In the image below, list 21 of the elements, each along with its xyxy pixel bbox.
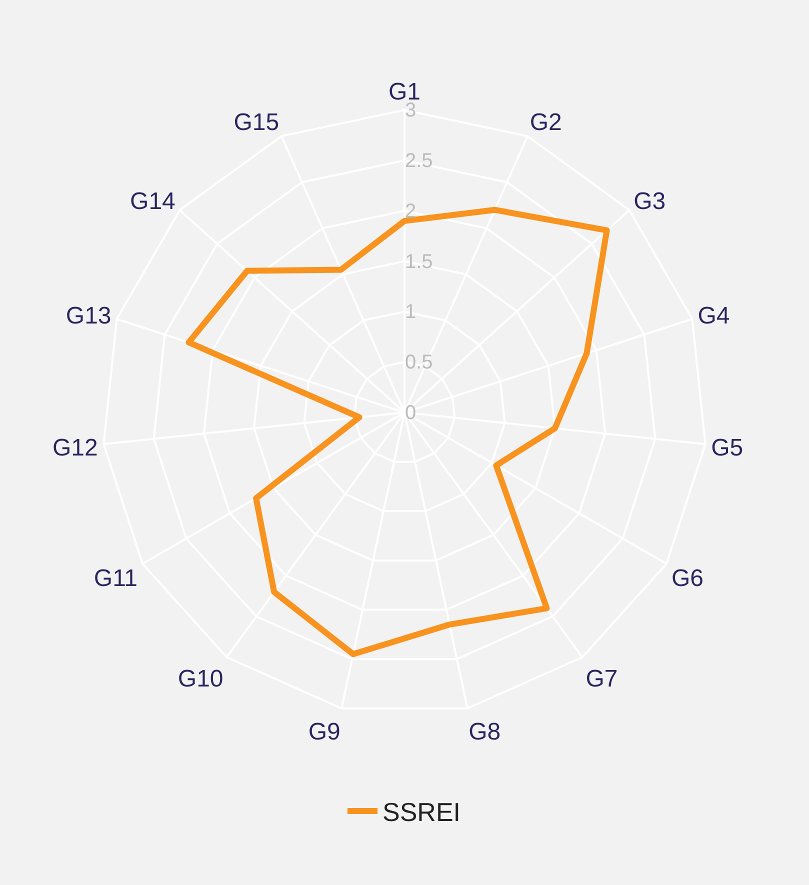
spoke-label: G4 [698, 302, 730, 330]
y-tick-label: 0 [405, 402, 416, 424]
spoke-label: G7 [586, 665, 618, 692]
spoke-label: G2 [530, 108, 562, 136]
spoke-label: G8 [468, 718, 501, 746]
y-tick-label: 1 [405, 301, 416, 324]
spoke-label: G15 [234, 108, 280, 136]
legend-label: SSREI [382, 797, 461, 828]
y-tick-label: 2 [405, 200, 416, 222]
spoke-label: G12 [52, 434, 98, 462]
y-tick-label: 0.5 [405, 352, 433, 374]
spoke-label: G11 [94, 564, 138, 592]
spoke-label: G10 [178, 665, 224, 692]
spoke-label: G9 [308, 718, 340, 746]
spoke-label: G5 [711, 434, 744, 462]
spoke-label: G3 [634, 188, 666, 216]
y-tick-label: 2.5 [405, 150, 433, 172]
spoke-label: G6 [671, 564, 704, 592]
spoke-label: G13 [66, 302, 112, 330]
y-tick-label: 1.5 [405, 250, 433, 273]
spoke-label: G14 [130, 188, 176, 216]
